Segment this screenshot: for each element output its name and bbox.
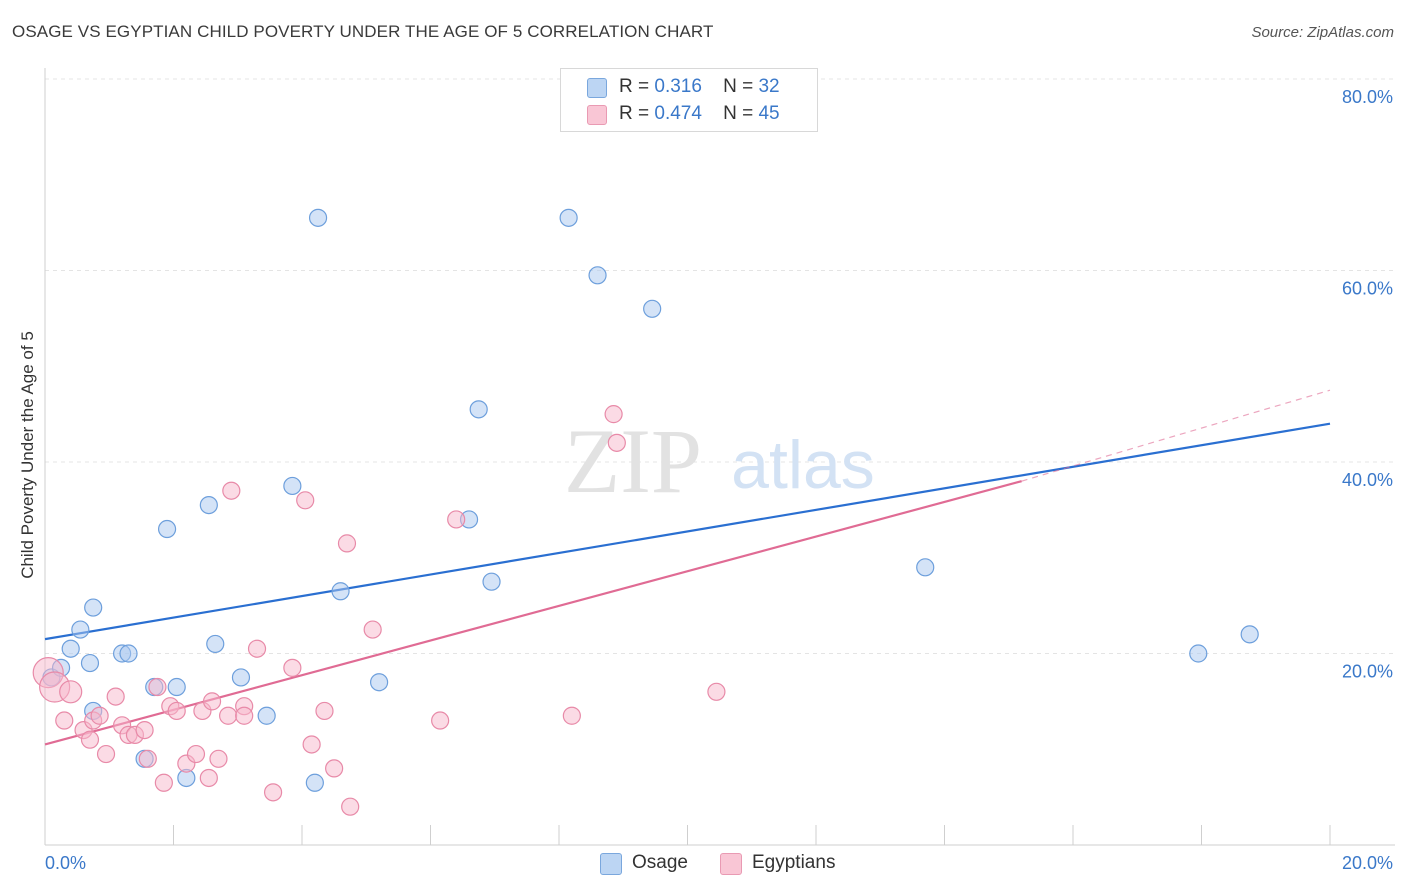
osage-point-26: [559, 208, 578, 227]
egyptians-point-8: [96, 744, 116, 764]
r-value: 0.474: [654, 103, 702, 124]
egyptians-point-39: [431, 711, 450, 730]
osage-point-27: [588, 266, 607, 285]
osage-swatch: [587, 78, 607, 98]
osage-swatch: [600, 853, 622, 875]
egyptians-point-28: [235, 706, 254, 725]
egyptians-point-38: [363, 620, 382, 639]
chart-title: OSAGE VS EGYPTIAN CHILD POVERTY UNDER TH…: [12, 22, 714, 41]
egyptians-point-35: [325, 759, 344, 778]
n-value: 45: [758, 103, 780, 124]
egyptians-point-16: [154, 773, 173, 792]
egyptians-trend-extension: [1021, 389, 1331, 482]
n-label: N =: [723, 103, 754, 124]
egyptians-point-7: [90, 706, 109, 725]
y-tick-label-1: 40.0%: [1342, 470, 1393, 490]
watermark-atlas: atlas: [731, 427, 875, 503]
osage-point-2: [61, 639, 80, 658]
osage-point-11: [157, 519, 177, 539]
axes: [44, 68, 1395, 846]
egyptians-swatch: [587, 105, 607, 125]
egyptians-point-34: [315, 701, 334, 721]
legend-label-osage: Osage: [632, 852, 688, 873]
osage-point-16: [231, 668, 251, 687]
egyptians-point-29: [247, 639, 267, 658]
egyptians-point-30: [263, 783, 283, 802]
tick-labels: 20.0% 40.0% 60.0% 80.0% 0.0% 20.0%: [45, 87, 1393, 873]
osage-point-17: [257, 706, 276, 725]
osage-point-29: [916, 558, 935, 577]
y-tick-label-0: 20.0%: [1342, 662, 1393, 682]
osage-point-3: [71, 620, 90, 639]
osage-point-4: [84, 598, 103, 617]
y-tick-label-2: 60.0%: [1342, 279, 1393, 299]
watermark-zip: ZIP: [564, 410, 702, 512]
grid: [45, 78, 1395, 654]
egyptians-swatch: [720, 853, 742, 875]
egyptians-point-23: [202, 692, 222, 711]
r-label: R =: [619, 103, 650, 124]
osage-point-19: [305, 773, 324, 792]
osage-point-12: [167, 677, 186, 697]
osage-point-20: [308, 208, 328, 227]
egyptians-point-33: [302, 735, 321, 754]
egyptians-point-5: [80, 730, 100, 749]
osage-point-8: [119, 644, 138, 663]
osage-point-15: [206, 634, 225, 654]
egyptians-point-26: [222, 481, 241, 500]
egyptians-point-31: [283, 658, 302, 677]
osage-point-31: [1240, 625, 1259, 644]
egyptians-point-25: [219, 706, 238, 725]
egyptians-point-22: [199, 768, 218, 788]
source-note: Source: ZipAtlas.com: [1251, 24, 1394, 41]
osage-point-25: [482, 572, 501, 591]
egyptians-point-40: [447, 510, 466, 529]
egyptians-trend-line: [44, 480, 1022, 746]
egyptians-point-32: [296, 491, 315, 510]
egyptians-point-42: [604, 405, 623, 424]
egyptians-point-9: [106, 687, 125, 706]
egyptians-point-14: [138, 749, 157, 768]
osage-trend-line: [44, 422, 1331, 641]
x-tick-label-1: 20.0%: [1342, 853, 1393, 873]
egyptians-point-2: [55, 711, 74, 730]
osage-point-22: [370, 673, 389, 692]
osage-point-14: [199, 495, 218, 515]
osage-point-28: [643, 299, 662, 318]
osage-point-18: [283, 476, 302, 496]
egyptians-point-41: [562, 706, 581, 725]
egyptians-point-13: [135, 720, 154, 740]
osage-point-5: [80, 653, 100, 673]
y-tick-label-3: 80.0%: [1342, 87, 1393, 107]
egyptians-point-43: [607, 433, 626, 452]
egyptians-point-3: [59, 680, 83, 704]
osage-point-30: [1189, 644, 1208, 663]
egyptians-point-36: [337, 534, 357, 553]
egyptians-point-44: [707, 682, 726, 701]
correlation-legend: R = 0.316 N = 32 R = 0.474 N = 45: [560, 68, 818, 132]
egyptians-point-15: [148, 677, 167, 697]
r-label: R =: [619, 76, 650, 97]
osage-point-24: [469, 400, 488, 419]
egyptians-point-18: [167, 701, 186, 721]
y-axis-label: Child Poverty Under the Age of 5: [18, 331, 37, 579]
watermark: ZIP atlas: [564, 410, 875, 512]
egyptians-point-20: [186, 744, 206, 764]
egyptians-point-24: [209, 749, 228, 768]
x-tick-label-0: 0.0%: [45, 853, 86, 873]
legend-label-egyptians: Egyptians: [752, 852, 836, 873]
n-value: 32: [758, 76, 780, 97]
n-label: N =: [723, 76, 754, 97]
r-value: 0.316: [654, 76, 702, 97]
data-points: [32, 208, 1259, 816]
egyptians-point-37: [341, 797, 360, 816]
osage-point-21: [331, 582, 350, 601]
